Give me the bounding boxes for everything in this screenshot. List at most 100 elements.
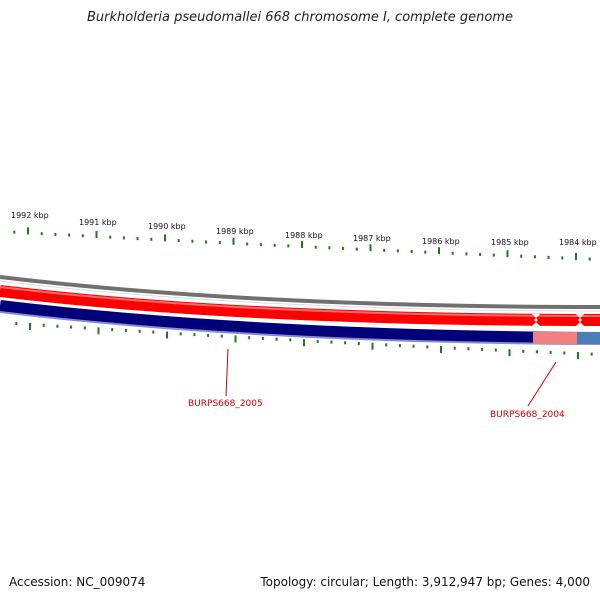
inner-major-tick <box>303 339 305 347</box>
minor-tick <box>492 253 495 257</box>
major-tick <box>95 231 98 238</box>
inner-minor-tick <box>193 333 196 337</box>
minor-tick <box>465 252 468 256</box>
minor-tick <box>218 241 221 245</box>
inner-minor-tick <box>522 349 525 353</box>
major-tick <box>438 247 440 255</box>
minor-tick <box>81 234 84 238</box>
inner-minor-tick <box>124 329 127 332</box>
major-tick <box>164 234 166 242</box>
scale-label: 1992 kbp <box>11 211 49 220</box>
minor-tick <box>355 247 358 251</box>
inner-major-tick <box>97 327 100 335</box>
major-tick <box>369 244 372 252</box>
minor-tick <box>205 240 208 244</box>
gene-label-burps668-2004[interactable]: BURPS668_2004 <box>490 410 565 420</box>
inner-major-tick <box>371 342 374 350</box>
inner-minor-tick <box>207 333 210 337</box>
inner-minor-tick <box>111 328 114 332</box>
scale-label: 1990 kbp <box>148 222 186 231</box>
major-tick <box>232 237 235 245</box>
minor-tick <box>479 253 482 256</box>
outer-scale-ticks <box>13 227 591 261</box>
gene-label-burps668-2005[interactable]: BURPS668_2005 <box>188 399 263 409</box>
inner-minor-tick <box>590 352 593 356</box>
inner-minor-tick <box>42 323 45 327</box>
inner-minor-tick <box>179 332 182 336</box>
minor-tick <box>547 255 550 259</box>
inner-minor-tick <box>15 322 18 325</box>
inner-minor-tick <box>398 344 401 348</box>
map-title: Burkholderia pseudomallei 668 chromosome… <box>86 10 514 25</box>
scale-labels: 1992 kbp 1991 kbp 1990 kbp 1989 kbp 1988 kbp… <box>11 211 597 247</box>
inner-minor-tick <box>330 340 333 344</box>
inner-major-tick <box>234 335 237 343</box>
inner-minor-tick <box>385 343 388 347</box>
inner-minor-tick <box>152 330 155 334</box>
inner-minor-tick <box>289 338 292 342</box>
inner-minor-tick <box>494 348 497 352</box>
reverse-gene-edge <box>0 311 600 345</box>
gene-boundary-arrow <box>576 314 584 326</box>
inner-minor-tick <box>453 346 456 350</box>
accession-text: Accession: NC_009074 <box>9 575 146 589</box>
backbone-line <box>0 275 600 309</box>
genome-summary-text: Topology: circular; Length: 3,912,947 bp… <box>260 575 590 589</box>
inner-minor-tick <box>481 347 484 351</box>
inner-major-tick <box>508 349 511 357</box>
scale-label: 1988 kbp <box>285 231 323 240</box>
inner-minor-tick <box>261 336 264 340</box>
inner-minor-tick <box>138 329 141 333</box>
minor-tick <box>68 233 71 237</box>
minor-tick <box>561 256 564 260</box>
minor-tick <box>383 248 386 252</box>
minor-tick <box>520 254 523 258</box>
inner-minor-tick <box>467 347 470 351</box>
inner-minor-tick <box>344 341 347 345</box>
minor-tick <box>287 244 290 248</box>
minor-tick <box>273 243 276 247</box>
minor-tick <box>396 249 399 253</box>
minor-tick <box>259 243 262 247</box>
leader-line-burps668-2005 <box>225 348 229 397</box>
minor-tick <box>40 232 43 236</box>
reverse-gene-track <box>0 300 600 344</box>
gene-boundary-arrow <box>532 314 540 326</box>
forward-gene-track <box>0 285 600 326</box>
scale-label: 1984 kbp <box>559 238 597 247</box>
minor-tick <box>424 250 427 254</box>
minor-tick <box>451 251 454 255</box>
reverse-gene-segment-pink <box>533 332 577 344</box>
minor-tick <box>533 255 536 259</box>
minor-tick <box>122 236 125 240</box>
inner-minor-tick <box>535 350 538 354</box>
inner-minor-tick <box>248 336 251 340</box>
inner-minor-tick <box>357 342 360 345</box>
major-tick <box>575 253 577 260</box>
inner-major-tick <box>440 346 442 353</box>
inner-minor-tick <box>83 326 86 330</box>
reverse-gene-segment-blue <box>577 332 600 344</box>
inner-minor-tick <box>412 344 415 348</box>
minor-tick <box>191 239 194 243</box>
inner-minor-tick <box>220 334 223 338</box>
inner-major-tick <box>29 322 31 330</box>
scale-label: 1986 kbp <box>422 237 460 246</box>
minor-tick <box>314 245 317 249</box>
scale-label: 1987 kbp <box>353 234 391 243</box>
inner-major-tick <box>166 331 168 339</box>
minor-tick <box>54 232 57 236</box>
inner-minor-tick <box>426 345 429 349</box>
inner-minor-tick <box>56 324 59 328</box>
minor-tick <box>342 246 345 250</box>
minor-tick <box>328 246 331 250</box>
minor-tick <box>150 237 153 241</box>
major-tick <box>27 227 29 235</box>
minor-tick <box>13 230 16 234</box>
minor-tick <box>136 237 139 241</box>
minor-tick <box>246 242 249 246</box>
inner-major-tick <box>577 352 579 360</box>
minor-tick <box>588 257 591 261</box>
inner-minor-tick <box>316 339 319 343</box>
